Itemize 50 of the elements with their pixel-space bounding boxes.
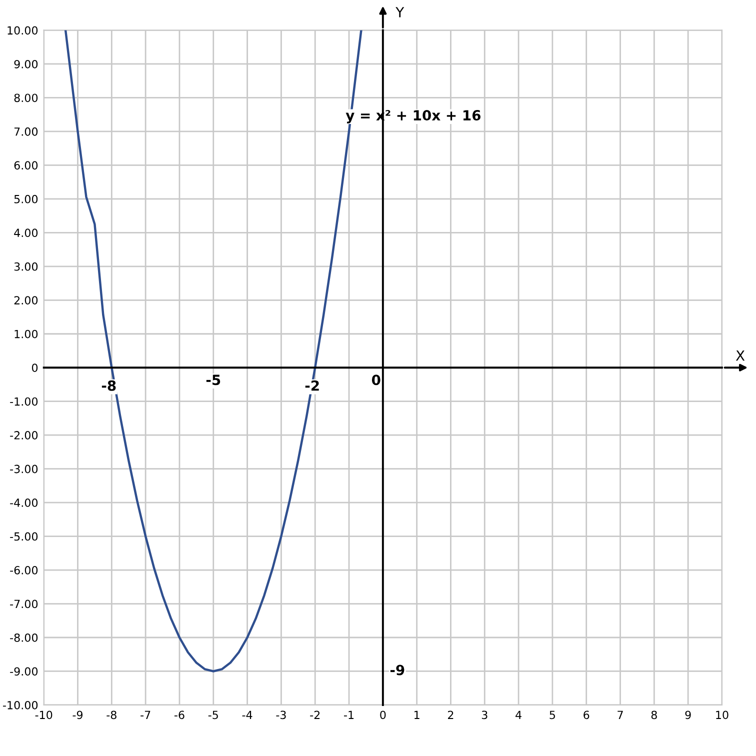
y-tick-label: -9.00 [10,667,38,676]
x-axis-title: X [736,350,745,361]
annotation: -2 [305,380,319,391]
x-tick-label: 6 [584,710,590,720]
y-axis-title: Y [396,7,404,18]
x-tick-label: 9 [685,710,691,720]
x-tick-label: -10 [35,710,52,720]
x-tick-label: 10 [716,710,728,720]
x-tick-label: -6 [174,710,184,720]
x-tick-label: 5 [550,710,556,720]
y-tick-label: -10.00 [3,700,38,710]
annotation: -8 [102,380,116,391]
y-tick-label: 3.00 [14,262,38,271]
y-tick-label: 8.00 [14,94,38,102]
x-tick-label: 7 [618,710,623,719]
y-tick-label: -8.00 [10,633,38,642]
x-tick-label: 2 [448,710,454,719]
y-tick-label: 0 [32,364,38,372]
y-tick-label: -5.00 [10,532,38,541]
y-tick-label: 9.00 [14,60,38,68]
x-tick-label: -5 [208,710,218,720]
x-tick-label: 0 [380,710,386,720]
y-tick-label: -6.00 [10,566,38,574]
y-tick-label: 7.00 [14,127,38,136]
annotation: 0 [372,374,380,386]
y-tick-label: -1.00 [10,397,38,406]
x-tick-label: -4 [242,710,252,719]
y-tick-label: -3.00 [10,464,38,474]
y-tick-label: 10.00 [8,26,38,35]
annotation: -9 [390,664,404,676]
y-tick-label: -2.00 [10,431,38,440]
y-tick-label: -7.00 [10,600,38,608]
x-tick-label: -1 [344,710,354,719]
x-tick-label: -2 [310,710,320,719]
y-tick-label: 5.00 [14,194,38,204]
y-tick-label: 1.00 [14,330,38,338]
x-tick-label: -7 [140,710,150,719]
y-tick-label: 6.00 [14,161,38,170]
x-tick-label: 4 [516,710,522,719]
x-tick-label: 3 [482,710,488,720]
annotation: -5 [206,374,220,386]
x-tick-label: -8 [106,710,116,720]
x-tick-label: -9 [72,710,83,720]
x-tick-label: 8 [651,710,657,720]
y-tick-label: -4.00 [10,498,38,507]
y-tick-label: 2.00 [14,296,38,305]
line-series [64,30,362,672]
x-tick-label: 1 [414,710,420,719]
x-tick-label: -3 [276,710,286,720]
y-tick-label: 4.00 [14,228,38,238]
